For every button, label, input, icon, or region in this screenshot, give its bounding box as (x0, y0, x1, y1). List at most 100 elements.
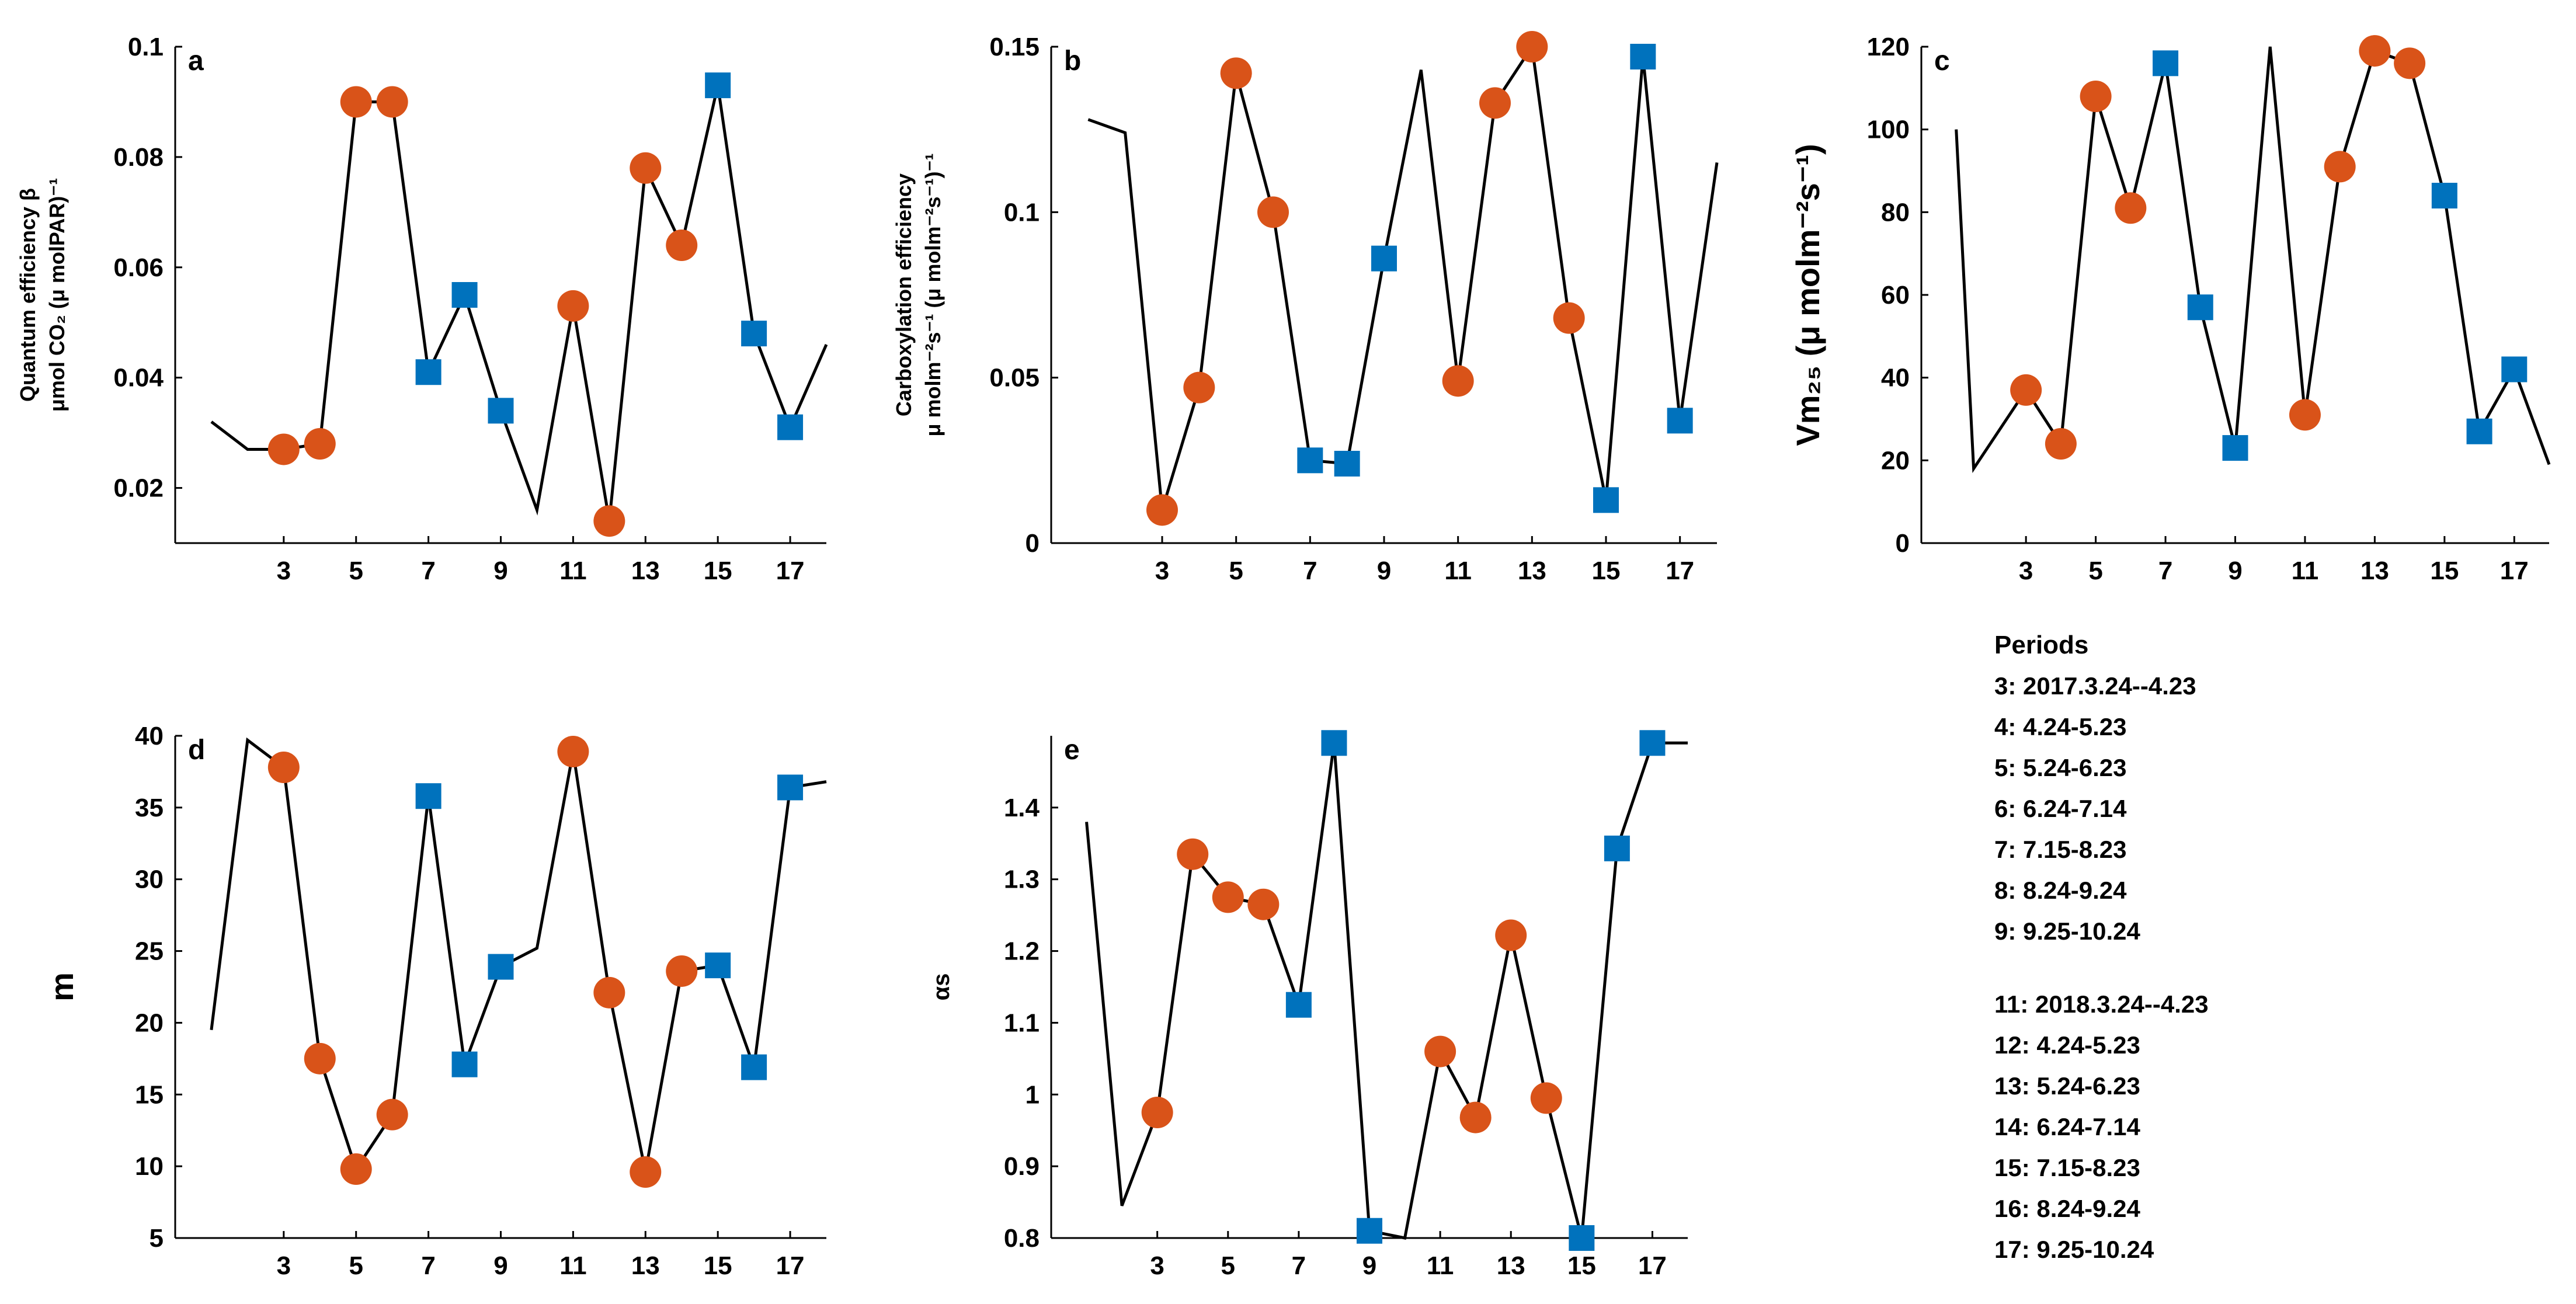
y-axis-label: μmol CO₂ (μ molPAR)⁻¹ (45, 178, 69, 412)
data-point-circle (630, 1156, 662, 1188)
data-point-circle (1247, 888, 1280, 920)
data-point-circle (304, 1042, 336, 1075)
data-point-circle (2394, 47, 2426, 79)
chart-c: 3 5 7 9 11 13 15 17 0 20 40 60 80 100 120 Vm₂₅ (μ molm⁻… (1789, 33, 2551, 585)
legend-title: Periods (1994, 631, 2089, 659)
panel-letter: c (1934, 46, 1950, 76)
x-tick-label: 11 (1427, 1251, 1454, 1280)
x-tick-label: 3 (2019, 557, 2033, 585)
y-axis-label: m (43, 972, 80, 1002)
x-tick-label: 9 (493, 557, 507, 585)
data-point-circle (630, 152, 662, 184)
x-tick-label: 9 (1377, 557, 1391, 585)
y-tick-label: 20 (135, 1009, 164, 1037)
data-point-square (415, 783, 441, 809)
y-tick-label: 0.1 (128, 33, 164, 61)
y-tick-label: 0 (1025, 529, 1040, 558)
x-tick-label: 15 (1567, 1251, 1596, 1280)
data-point-square (451, 1051, 478, 1077)
x-tick-label: 13 (2361, 557, 2389, 585)
chart-a: 3 5 7 9 11 13 15 17 0.02 0.04 0.06 0.08 0.1 Quantum e… (16, 33, 828, 585)
legend-item-2018-13: 13: 5.24-6.23 (1994, 1072, 2140, 1100)
y-tick-label: 25 (135, 937, 164, 966)
y-axis-label: Quantum efficiency β (16, 188, 40, 402)
data-point-circle (1212, 881, 1244, 913)
data-point-circle (557, 290, 589, 322)
y-tick-label: 1 (1025, 1080, 1040, 1109)
data-point-circle (2045, 428, 2077, 460)
x-tick-label: 5 (1229, 557, 1243, 585)
x-tick-label: 7 (1292, 1251, 1306, 1280)
data-point-square (1569, 1225, 1595, 1251)
y-tick-label: 30 (135, 865, 164, 894)
x-tick-label: 7 (421, 557, 435, 585)
data-point-square (488, 954, 514, 980)
x-tick-label: 9 (1362, 1251, 1376, 1280)
data-point-circle (666, 229, 698, 261)
data-point-circle (267, 433, 300, 465)
legend-item-2017-4: 4: 4.24-5.23 (1994, 713, 2127, 740)
y-tick-label: 5 (150, 1224, 164, 1253)
x-tick-label: 13 (631, 1251, 660, 1280)
series-line-b (1087, 43, 1719, 511)
y-axis-label: Vm₂₅ (μ molm⁻²s⁻¹) (1789, 144, 1826, 446)
data-point-square (2153, 50, 2179, 76)
data-point-square (1297, 447, 1323, 474)
y-tick-label: 40 (1881, 364, 1910, 392)
data-point-square (2222, 435, 2248, 461)
data-point-circle (2080, 81, 2112, 112)
x-tick-label: 5 (1221, 1251, 1235, 1280)
data-point-circle (1553, 302, 1585, 334)
data-point-circle (1495, 919, 1527, 951)
x-tick-label: 3 (1155, 557, 1169, 585)
data-point-square (1321, 730, 1347, 756)
x-tick-label: 17 (776, 1251, 805, 1280)
y-tick-label: 1.4 (1004, 794, 1040, 822)
series-line-e (1085, 741, 1688, 1240)
data-point-square (1604, 835, 1630, 861)
data-point-circle (1177, 838, 1209, 870)
data-point-circle (593, 976, 625, 1009)
data-point-square (2501, 356, 2528, 382)
data-point-circle (1530, 1082, 1562, 1114)
data-point-circle (2289, 399, 2321, 431)
y-tick-label: 1.3 (1004, 865, 1040, 894)
chart-e: 3 5 7 9 11 13 15 17 0.8 0.9 1 1.1 1.2 1.3 1.4 αs e (929, 730, 1688, 1280)
legend-item-2017-8: 8: 8.24-9.24 (1994, 877, 2127, 904)
data-point-square (1357, 1218, 1382, 1244)
y-tick-label: 1.1 (1004, 1009, 1040, 1037)
y-axis-label: Carboxylation efficiency (892, 173, 916, 416)
legend-item-2018-11: 11: 2018.3.24--4.23 (1994, 990, 2209, 1018)
y-tick-label: 20 (1881, 446, 1910, 475)
data-point-circle (2010, 374, 2042, 406)
x-tick-label: 11 (559, 1251, 587, 1280)
legend-item-2018-17: 17: 9.25-10.24 (1994, 1236, 2154, 1263)
y-tick-label: 15 (135, 1080, 164, 1109)
data-point-square (777, 414, 804, 440)
x-tick-label: 11 (2292, 557, 2319, 585)
data-point-square (2431, 183, 2457, 208)
x-tick-label: 13 (1497, 1251, 1525, 1280)
y-axis-label: μ molm⁻²s⁻¹ (μ molm⁻²s⁻¹)⁻¹ (921, 153, 945, 436)
legend-item-2018-14: 14: 6.24-7.14 (1994, 1113, 2140, 1140)
data-point-circle (1146, 494, 1178, 526)
series-line-a (210, 85, 828, 521)
chart-b: 3 5 7 9 11 13 15 17 0 0.05 0.1 0.15 Carboxylation ef… (892, 31, 1719, 585)
data-point-square (415, 359, 441, 385)
data-point-circle (666, 955, 698, 987)
y-tick-label: 0.15 (989, 33, 1040, 61)
x-tick-label: 17 (2500, 557, 2529, 585)
data-point-square (1285, 992, 1312, 1018)
data-point-circle (1459, 1101, 1492, 1133)
data-point-circle (1220, 57, 1252, 89)
x-tick-label: 7 (2158, 557, 2172, 585)
y-tick-label: 1.2 (1004, 937, 1040, 966)
data-point-circle (1183, 371, 1215, 404)
x-tick-label: 17 (1666, 557, 1694, 585)
x-tick-label: 5 (349, 557, 363, 585)
data-point-square (705, 952, 731, 979)
data-point-square (2466, 418, 2492, 444)
y-tick-label: 0 (1896, 529, 1910, 558)
